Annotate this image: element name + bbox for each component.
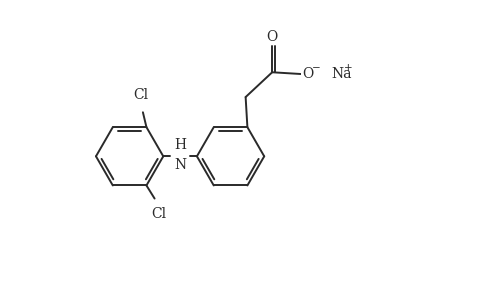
Text: −: − [311, 63, 320, 73]
Text: O: O [301, 67, 312, 81]
Text: N: N [174, 158, 186, 172]
Text: Cl: Cl [133, 89, 148, 102]
Text: H: H [174, 138, 186, 152]
Text: Cl: Cl [151, 208, 166, 221]
Text: O: O [266, 30, 277, 44]
Text: +: + [344, 63, 352, 73]
Text: Na: Na [331, 67, 351, 81]
